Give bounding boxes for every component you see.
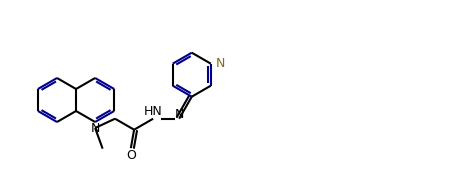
Text: O: O <box>126 149 136 162</box>
Text: N: N <box>175 108 184 121</box>
Text: N: N <box>90 122 100 134</box>
Text: HN: HN <box>144 105 162 118</box>
Text: N: N <box>216 57 225 70</box>
